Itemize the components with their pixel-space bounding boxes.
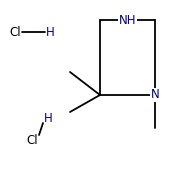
Text: N: N: [151, 89, 159, 102]
Text: H: H: [44, 112, 52, 125]
Text: H: H: [46, 26, 54, 39]
Text: Cl: Cl: [9, 26, 21, 39]
Text: NH: NH: [119, 14, 136, 27]
Text: Cl: Cl: [26, 134, 38, 147]
